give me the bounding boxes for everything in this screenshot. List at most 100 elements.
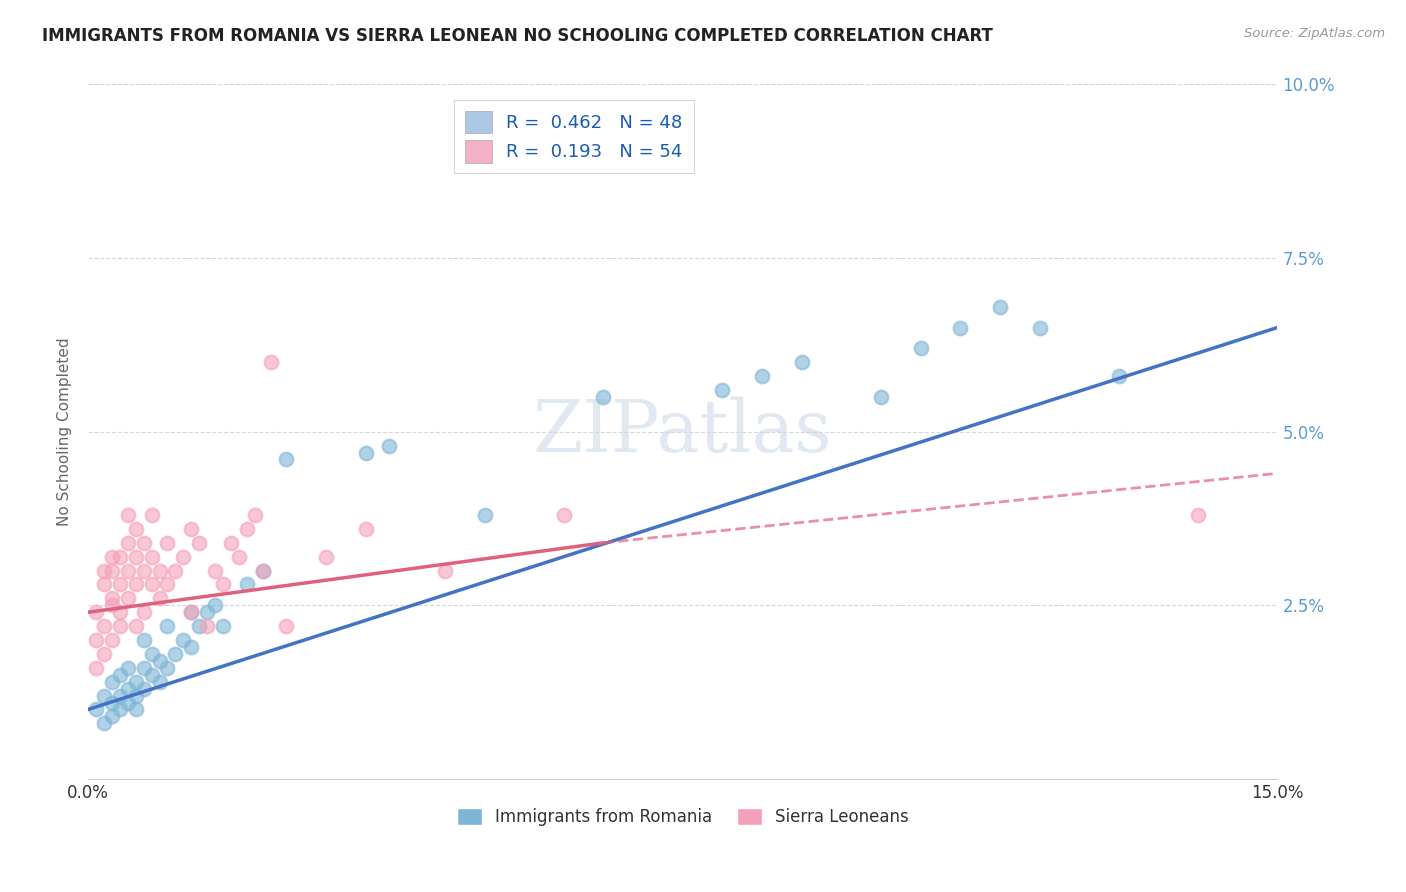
Point xyxy=(165,647,187,661)
Point xyxy=(125,674,148,689)
Point xyxy=(148,654,170,668)
Point xyxy=(125,689,148,703)
Point xyxy=(101,696,124,710)
Point xyxy=(156,619,179,633)
Point xyxy=(433,564,456,578)
Point xyxy=(141,549,163,564)
Point xyxy=(108,619,131,633)
Point xyxy=(141,667,163,681)
Point xyxy=(101,591,124,606)
Point xyxy=(117,591,139,606)
Point xyxy=(180,605,202,619)
Point xyxy=(101,709,124,723)
Point xyxy=(1187,508,1209,522)
Point xyxy=(212,577,235,591)
Point xyxy=(212,619,235,633)
Point xyxy=(243,508,266,522)
Point xyxy=(141,577,163,591)
Point xyxy=(1108,369,1130,384)
Point xyxy=(93,619,115,633)
Point xyxy=(790,355,813,369)
Point xyxy=(101,674,124,689)
Point xyxy=(108,702,131,716)
Point xyxy=(165,564,187,578)
Legend: Immigrants from Romania, Sierra Leoneans: Immigrants from Romania, Sierra Leoneans xyxy=(450,802,915,833)
Point xyxy=(117,508,139,522)
Point xyxy=(108,605,131,619)
Point xyxy=(84,633,107,648)
Point xyxy=(132,564,155,578)
Text: ZIPatlas: ZIPatlas xyxy=(533,396,832,467)
Point xyxy=(172,633,194,648)
Point xyxy=(378,439,401,453)
Point xyxy=(910,342,932,356)
Y-axis label: No Schooling Completed: No Schooling Completed xyxy=(58,337,72,526)
Point xyxy=(132,536,155,550)
Point xyxy=(156,661,179,675)
Point xyxy=(592,390,614,404)
Point xyxy=(1028,320,1050,334)
Point xyxy=(117,696,139,710)
Point xyxy=(711,383,734,397)
Point xyxy=(252,564,274,578)
Point xyxy=(125,549,148,564)
Point xyxy=(93,716,115,731)
Point xyxy=(101,564,124,578)
Point xyxy=(204,599,226,613)
Point xyxy=(252,564,274,578)
Point xyxy=(870,390,893,404)
Point xyxy=(101,549,124,564)
Point xyxy=(125,702,148,716)
Point xyxy=(156,577,179,591)
Point xyxy=(117,661,139,675)
Point xyxy=(117,536,139,550)
Point xyxy=(117,564,139,578)
Point xyxy=(101,599,124,613)
Point xyxy=(93,564,115,578)
Point xyxy=(259,355,281,369)
Point xyxy=(148,674,170,689)
Point xyxy=(141,647,163,661)
Point xyxy=(84,661,107,675)
Point xyxy=(108,667,131,681)
Point xyxy=(125,577,148,591)
Point xyxy=(354,445,377,459)
Point xyxy=(228,549,250,564)
Point xyxy=(93,577,115,591)
Point xyxy=(195,605,218,619)
Point xyxy=(101,633,124,648)
Point xyxy=(180,522,202,536)
Point xyxy=(141,508,163,522)
Point xyxy=(474,508,496,522)
Point xyxy=(276,452,298,467)
Point xyxy=(132,681,155,696)
Point xyxy=(180,605,202,619)
Point xyxy=(156,536,179,550)
Text: Source: ZipAtlas.com: Source: ZipAtlas.com xyxy=(1244,27,1385,40)
Point xyxy=(235,522,257,536)
Point xyxy=(132,633,155,648)
Point xyxy=(219,536,242,550)
Point xyxy=(125,619,148,633)
Point xyxy=(108,577,131,591)
Point xyxy=(195,619,218,633)
Point xyxy=(949,320,972,334)
Point xyxy=(93,647,115,661)
Point xyxy=(108,689,131,703)
Point xyxy=(117,681,139,696)
Point xyxy=(132,661,155,675)
Point xyxy=(108,549,131,564)
Point xyxy=(988,300,1011,314)
Point xyxy=(235,577,257,591)
Point xyxy=(204,564,226,578)
Point xyxy=(93,689,115,703)
Point xyxy=(354,522,377,536)
Point xyxy=(84,605,107,619)
Point xyxy=(125,522,148,536)
Point xyxy=(148,591,170,606)
Point xyxy=(84,702,107,716)
Point xyxy=(751,369,773,384)
Point xyxy=(315,549,337,564)
Point xyxy=(276,619,298,633)
Point xyxy=(188,536,211,550)
